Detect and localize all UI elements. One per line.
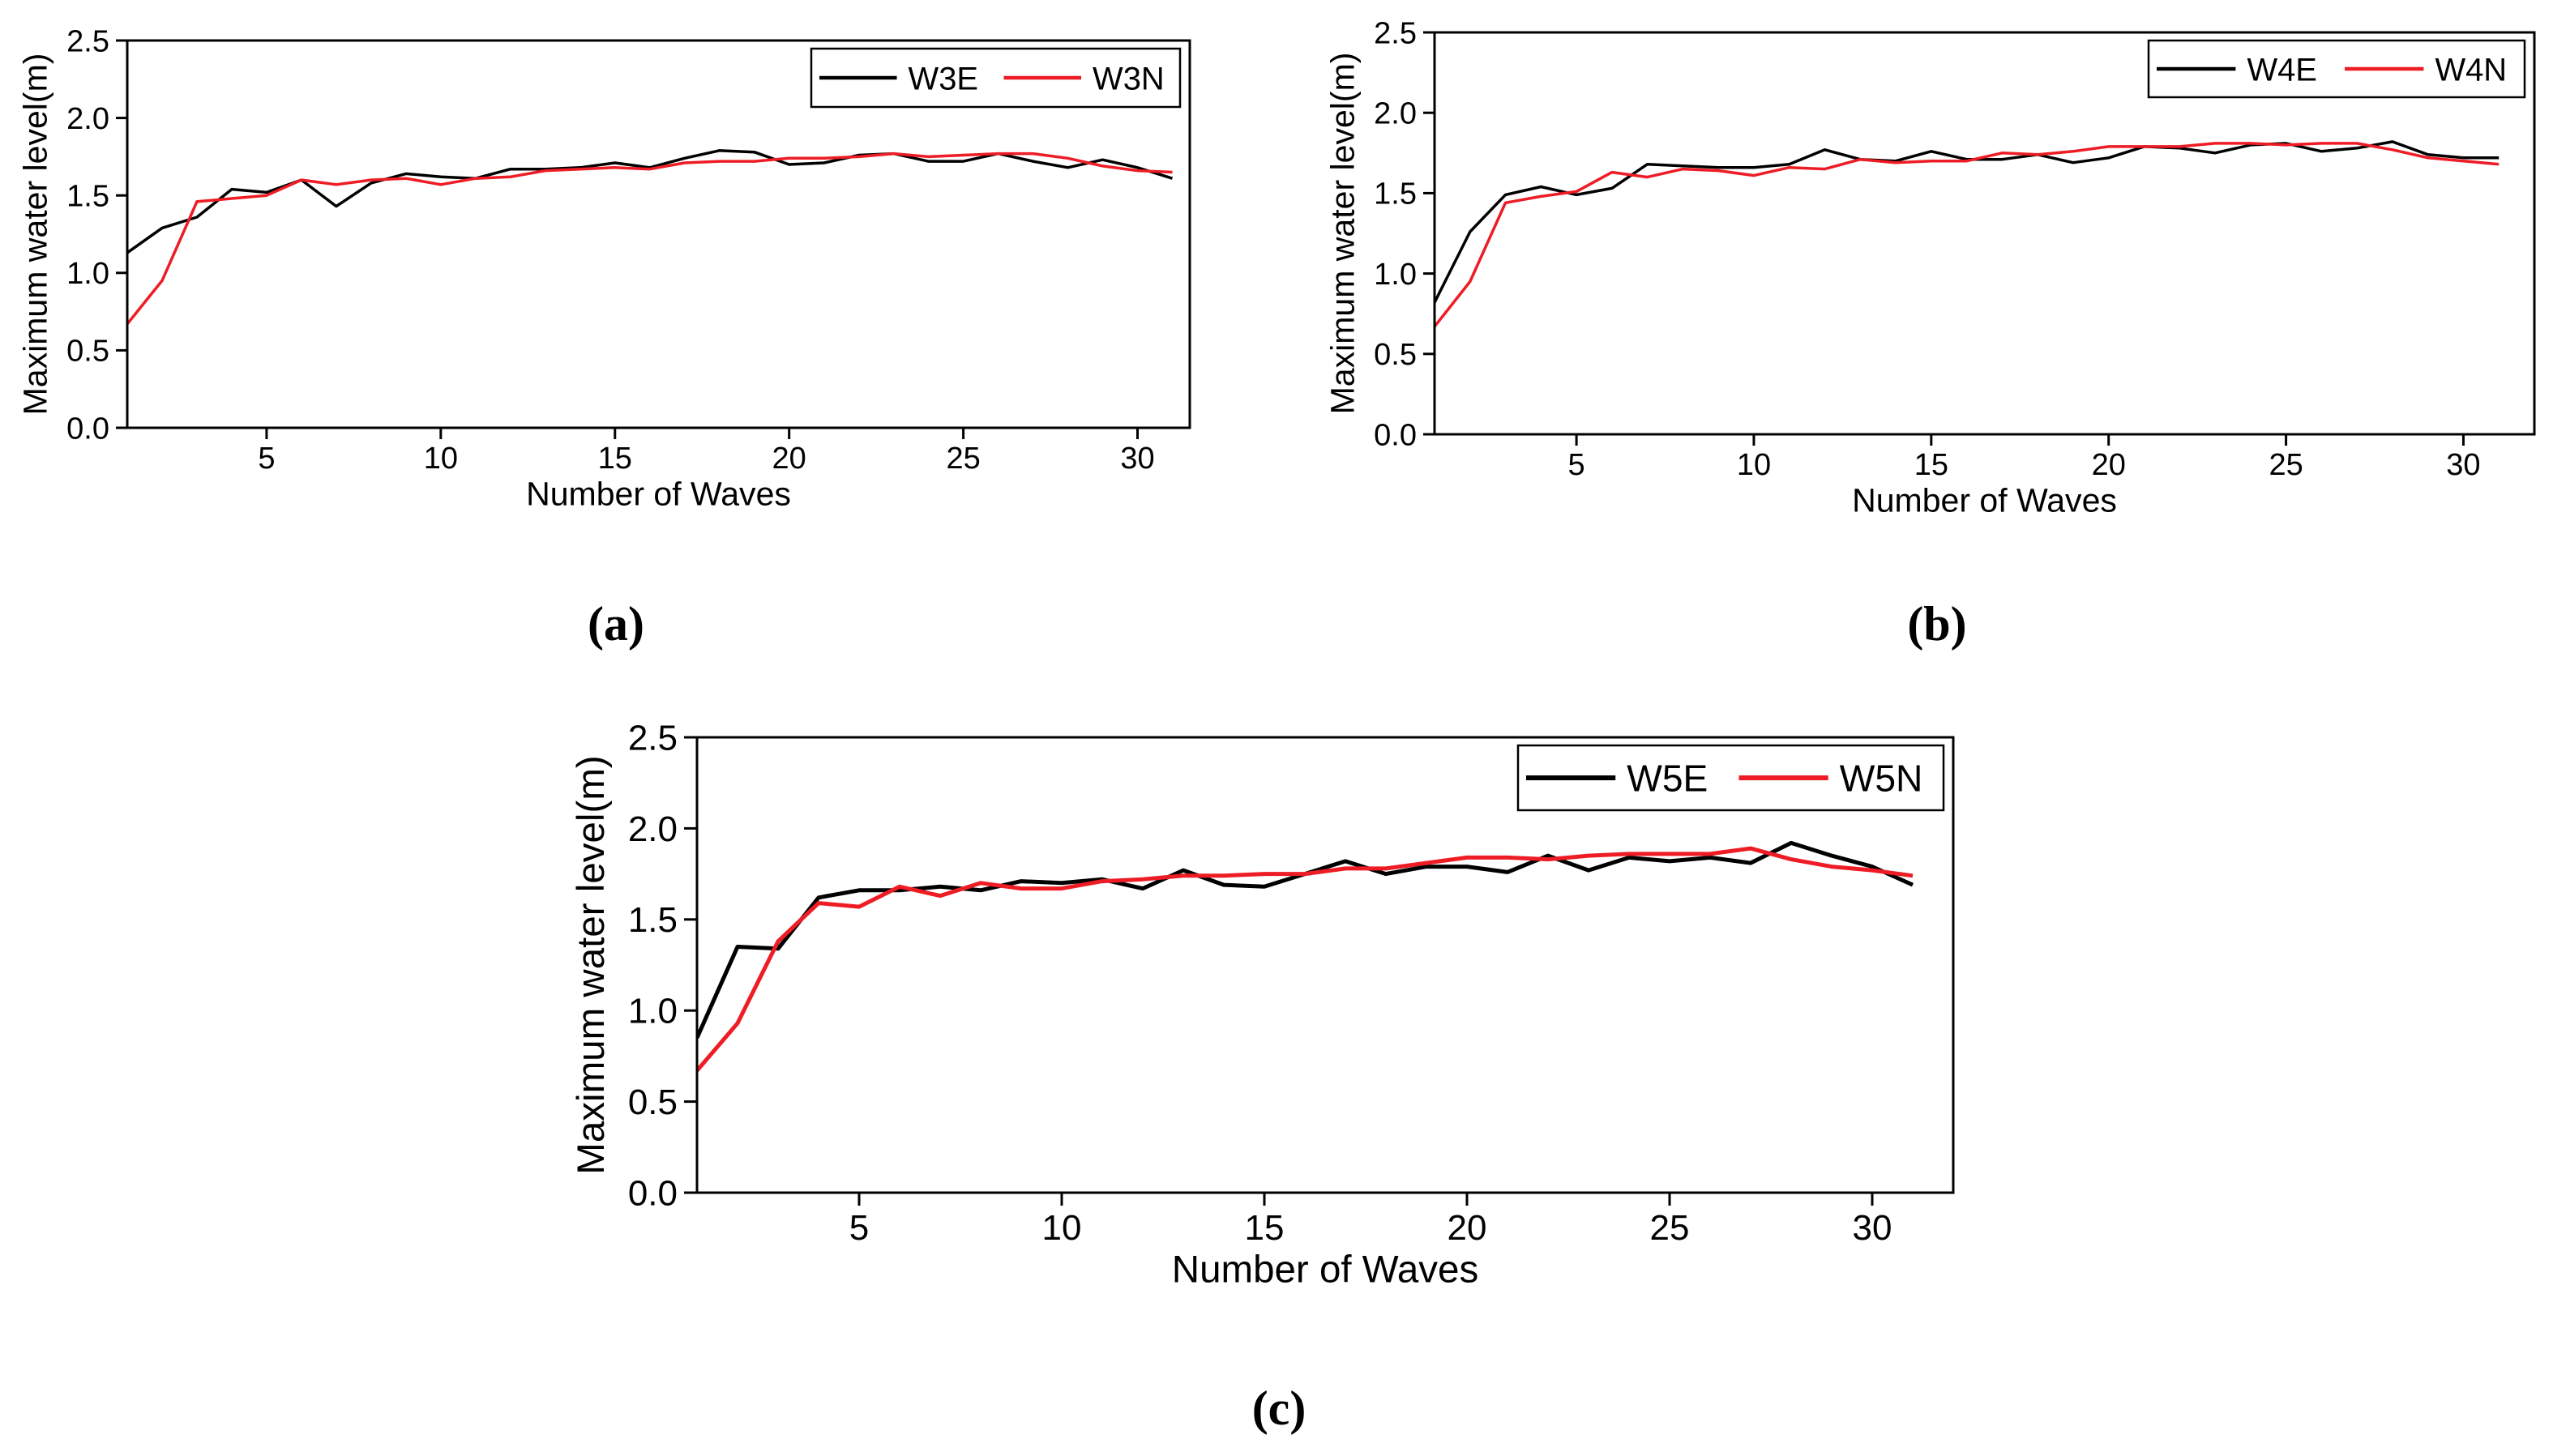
y-tick-label: 1.5 (628, 900, 678, 940)
x-tick-label: 10 (1042, 1208, 1082, 1248)
x-tick-label: 15 (1914, 448, 1948, 482)
chart-panel-a: 5 10 15 20 25 30 0.0 0.5 1.0 1.5 2.0 2.5 Number of W… (17, 24, 1191, 651)
x-axis-title: Number of Waves (1852, 482, 2117, 519)
panel-label: (a) (588, 597, 644, 651)
plot-frame (1433, 31, 2536, 436)
series-line-W4N (1435, 142, 2500, 328)
y-tick-label: 1.5 (66, 180, 109, 214)
legend-label-W5N: W5N (1840, 758, 1923, 800)
y-axis-title: Maximum water level(m) (1324, 53, 1362, 415)
y-tick-label: 0.5 (1374, 338, 1417, 372)
legend-label-W3N: W3N (1093, 61, 1165, 96)
x-tick-label: 20 (1448, 1208, 1487, 1248)
x-tick-label: 30 (1120, 442, 1154, 476)
plot-frame (126, 39, 1191, 429)
plot-area (127, 149, 1174, 325)
legend-label-W4N: W4N (2435, 52, 2507, 88)
x-axis-title: Number of Waves (1172, 1249, 1478, 1292)
y-tick-label: 2.0 (1374, 97, 1417, 131)
plot-area (697, 840, 1914, 1073)
x-tick-label: 30 (2446, 448, 2480, 482)
y-tick-label: 0.5 (628, 1082, 678, 1122)
y-tick-label: 1.0 (628, 992, 678, 1031)
y-tick-label: 2.5 (1374, 16, 1417, 50)
legend: W3E W3N (810, 47, 1182, 109)
y-tick-label: 0.5 (66, 335, 109, 369)
x-tick-label: 25 (1650, 1208, 1690, 1248)
series-line-W4E (1435, 140, 2500, 304)
series-line-W5N (697, 846, 1914, 1073)
x-tick-label: 5 (258, 442, 275, 476)
x-tick-label: 10 (424, 442, 458, 476)
y-tick-label: 2.5 (628, 718, 678, 758)
panel-label: (c) (1252, 1381, 1306, 1435)
panel-label: (b) (1907, 597, 1966, 651)
x-tick-label: 20 (772, 442, 806, 476)
legend-label-W5E: W5E (1627, 758, 1708, 800)
y-tick-label: 2.5 (66, 24, 109, 58)
chart-panel-c: 5 10 15 20 25 30 0.0 0.5 1.0 1.5 2.0 2.5 Number of W… (570, 718, 1955, 1435)
x-tick-label: 25 (2269, 448, 2303, 482)
legend-label-W4E: W4E (2247, 52, 2316, 88)
y-tick-label: 1.0 (66, 257, 109, 291)
x-tick-label: 30 (1853, 1208, 1892, 1248)
y-tick-label: 0.0 (1374, 418, 1417, 452)
y-tick-label: 2.0 (628, 809, 678, 849)
legend-label-W3E: W3E (909, 61, 978, 96)
plot-frame (695, 736, 1955, 1194)
legend: W4E W4N (2147, 39, 2526, 99)
x-tick-label: 20 (2092, 448, 2126, 482)
y-tick-label: 0.0 (66, 412, 109, 446)
x-tick-label: 5 (849, 1208, 869, 1248)
y-tick-label: 1.5 (1374, 177, 1417, 211)
y-tick-label: 2.0 (66, 102, 109, 136)
series-line-W3N (127, 152, 1173, 325)
x-tick-label: 5 (1568, 448, 1585, 482)
chart-panel-b: 5 10 15 20 25 30 0.0 0.5 1.0 1.5 2.0 2.5 Number of W… (1324, 16, 2536, 651)
y-axis-title: Maximum water level(m) (570, 755, 613, 1174)
x-tick-label: 15 (1245, 1208, 1285, 1248)
y-tick-label: 1.0 (1374, 258, 1417, 292)
x-tick-label: 25 (946, 442, 980, 476)
y-tick-label: 0.0 (628, 1173, 678, 1213)
legend: W5E W5N (1516, 744, 1945, 812)
x-tick-label: 15 (598, 442, 632, 476)
x-axis-title: Number of Waves (526, 476, 791, 513)
y-axis-title: Maximum water level(m) (17, 53, 54, 416)
x-tick-label: 10 (1737, 448, 1771, 482)
plot-area (1435, 140, 2500, 328)
